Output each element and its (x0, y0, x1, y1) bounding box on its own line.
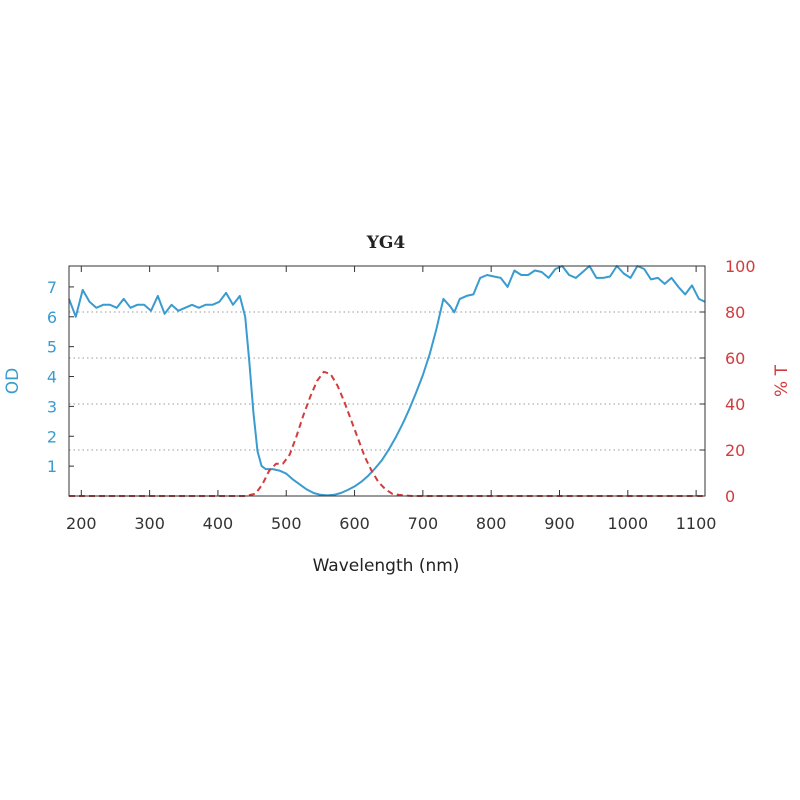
x-tick-label: 1000 (607, 514, 648, 533)
right-y-tick-label: 60 (725, 349, 745, 368)
chart-title: YG4 (366, 233, 406, 253)
left-y-tick-label: 3 (47, 397, 57, 416)
series-layer (68, 265, 706, 497)
right-y-tick-label: 100 (725, 257, 756, 276)
od-series-line (68, 265, 706, 497)
x-tick-label: 800 (476, 514, 507, 533)
right-y-tick-label: 20 (725, 441, 745, 460)
right-y-axis-label: % T (772, 364, 792, 397)
x-tick-label: 500 (271, 514, 302, 533)
right-y-tick-label: 40 (725, 395, 745, 414)
x-axis-label: Wavelength (nm) (313, 556, 460, 576)
right-y-tick-label: 0 (725, 487, 735, 506)
plot-area-frame (68, 265, 706, 497)
transmission-series-line (69, 370, 705, 497)
left-y-tick-label: 6 (47, 308, 57, 327)
x-tick-label: 400 (203, 514, 234, 533)
x-tick-label: 900 (544, 514, 575, 533)
left-y-tick-label: 7 (47, 278, 57, 297)
left-y-tick-label: 2 (47, 427, 57, 446)
left-y-tick-label: 4 (47, 368, 57, 387)
x-tick-label: 200 (66, 514, 97, 533)
x-tick-label: 600 (339, 514, 370, 533)
left-y-axis-ticks: 1 2 3 4 5 6 7 (47, 278, 74, 476)
x-axis-ticks: 200 300 400 500 600 700 800 900 1000 1100 (66, 266, 716, 533)
x-tick-label: 1100 (676, 514, 717, 533)
left-y-axis-label: OD (3, 368, 23, 394)
right-y-axis-ticks: 0 20 40 60 80 100 (700, 257, 756, 506)
x-tick-label: 300 (134, 514, 165, 533)
left-y-tick-label: 5 (47, 338, 57, 357)
left-y-tick-label: 1 (47, 457, 57, 476)
x-tick-label: 700 (408, 514, 439, 533)
right-y-tick-label: 80 (725, 303, 745, 322)
